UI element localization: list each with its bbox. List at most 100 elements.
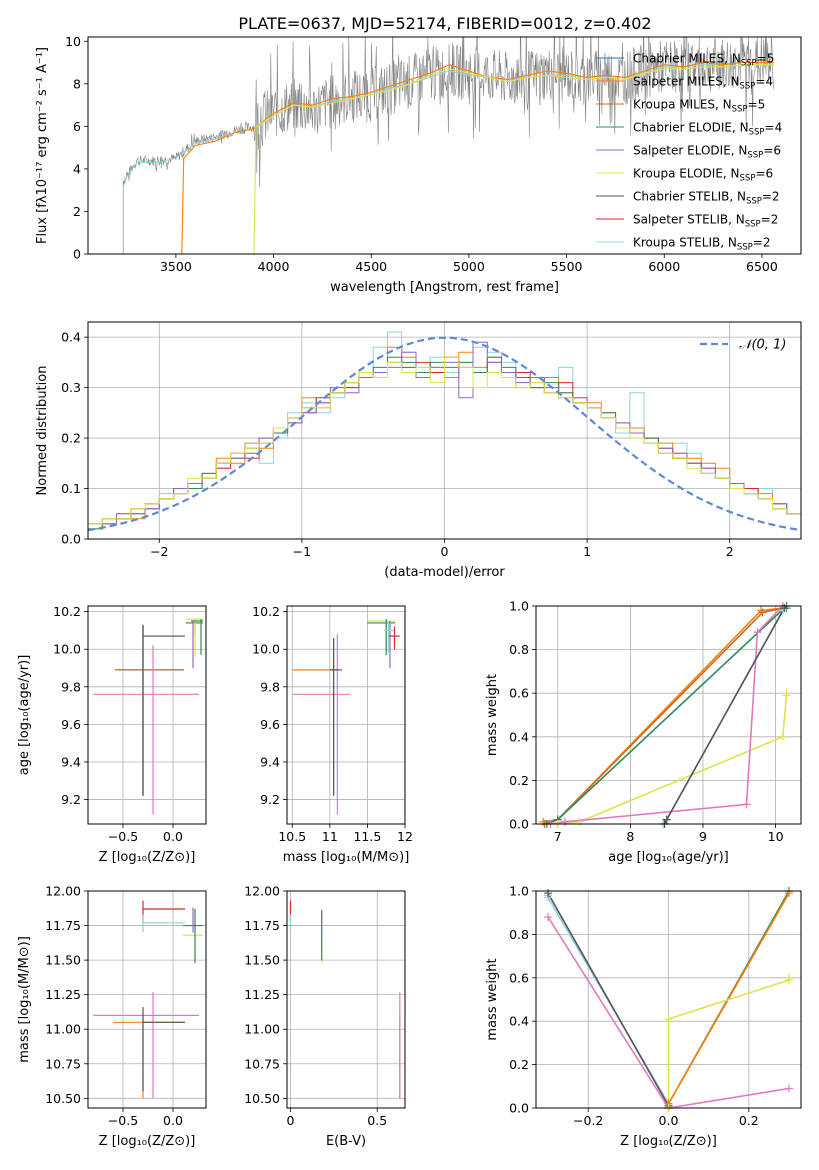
age_vs_mass-panel: 10.5 11 11.5 12 9.2 9.4 9.6 9.8 10.0 10.2 mass [lo… xyxy=(252,604,413,865)
mass_vs_ebv-ytick-label-6: 12.00 xyxy=(244,884,280,899)
spectrum-ytick-label-5: 10 xyxy=(65,34,81,49)
residuals-xtick-label-1: −1 xyxy=(293,544,311,559)
mass_vs_Z-xtick-label-1: 0.0 xyxy=(163,1113,183,1128)
residuals-ylabel: Normed distribution xyxy=(35,366,50,496)
legend-text-part: Kroupa MILES, N xyxy=(633,98,732,112)
mass_vs_Z-frame xyxy=(87,890,207,1109)
legend-text-part: Kroupa STELIB, N xyxy=(633,236,737,250)
mass_vs_ebv-xtick-label-1: 0.5 xyxy=(367,1113,387,1128)
weight_vs_Z-marker-2-0 xyxy=(544,913,553,922)
age_vs_mass-xtick-label-2: 11.5 xyxy=(353,829,381,844)
spectrum-legend-label-3: Chabrier ELODIE, NSSP=4 xyxy=(633,121,782,138)
weight_vs_Z-panel: −0.2 0.0 0.2 0.0 0.2 0.4 0.6 0.8 1.0 Z [log₁₀(Z/Z… xyxy=(485,884,802,1149)
weight_vs_age-marker-3-4 xyxy=(782,689,791,698)
spectrum-panel: 3500 4000 4500 5000 5500 6000 6500 0 2 4 6 8 10 wavel… xyxy=(35,34,802,295)
weight_vs_Z-xtick-label-2: 0.2 xyxy=(739,1113,759,1128)
mass_vs_ebv-frame xyxy=(286,890,406,1109)
weight_vs_age-ytick-label-0: 0.0 xyxy=(509,817,529,832)
mass_vs_Z-xlabel: Z [log₁₀(Z/Z⊙)] xyxy=(99,1134,196,1149)
spectrum-ytick-label-3: 6 xyxy=(73,119,81,134)
weight_vs_Z-series-1 xyxy=(547,892,670,1107)
spectrum-legend-label-8: Kroupa STELIB, NSSP=2 xyxy=(633,236,771,253)
weight_vs_age-ytick-label-5: 1.0 xyxy=(509,599,529,614)
spectrum-xtick-label-5: 6000 xyxy=(648,259,680,274)
mass_vs_Z-ytick-label-4: 11.50 xyxy=(45,953,81,968)
legend-text-part: SSP xyxy=(747,151,763,161)
spectrum-legend-label-7: Salpeter STELIB, NSSP=2 xyxy=(633,213,778,230)
legend-text-part: Chabrier MILES, N xyxy=(633,52,741,66)
age_vs_Z-ytick-label-4: 10.0 xyxy=(53,642,81,657)
age_vs_Z-xtick-label-0: −0.5 xyxy=(108,829,138,844)
weight_vs_age-ylabel: mass weight xyxy=(485,674,500,756)
residuals-ytick-label-1: 0.1 xyxy=(61,481,81,496)
mass_vs_Z-xtick-label-0: −0.5 xyxy=(108,1113,138,1128)
residuals-xtick-label-0: −2 xyxy=(150,544,168,559)
spectrum-frame xyxy=(87,36,802,255)
legend-text-part: SSP xyxy=(740,82,756,92)
mass_vs_ebv-panel: 0 0.5 10.50 10.75 11.00 11.25 11.50 11.75 12.00 E… xyxy=(244,884,406,1149)
legend-text-part: =2 xyxy=(762,190,780,204)
spectrum-plot-area xyxy=(122,37,774,254)
legend-text-part: SSP xyxy=(746,197,762,207)
mass_vs_Z-ylabel: mass [log₁₀(M/M⊙)] xyxy=(17,936,32,1063)
age_vs_mass-xlabel: mass [log₁₀(M/M⊙)] xyxy=(283,850,410,865)
legend-text-part: SSP xyxy=(745,220,761,230)
weight_vs_age-ytick-label-1: 0.2 xyxy=(509,773,529,788)
legend-text-part: SSP xyxy=(740,174,756,184)
mass_vs_ebv-ytick-label-2: 11.00 xyxy=(244,1022,280,1037)
legend-text-part: Kroupa ELODIE, N xyxy=(633,167,740,181)
age_vs_Z-ylabel: age [log₁₀(age/yr)] xyxy=(17,655,32,776)
legend-text-part: =6 xyxy=(763,144,781,158)
spectrum-xlabel: wavelength [Angstrom, rest frame] xyxy=(330,280,559,295)
legend-text-part: =4 xyxy=(755,75,773,89)
spectrum-xtick-label-6: 6500 xyxy=(746,259,778,274)
weight_vs_Z-xtick-label-1: 0.0 xyxy=(659,1113,679,1128)
residuals-xtick-label-2: 0 xyxy=(441,544,449,559)
age_vs_Z-frame xyxy=(87,605,207,825)
mass_vs_Z-ytick-label-6: 12.00 xyxy=(45,884,81,899)
spectrum-legend-label-1: Salpeter MILES, NSSP=4 xyxy=(633,75,773,92)
age_vs_mass-frame xyxy=(286,605,406,825)
age_vs_Z-ytick-label-1: 9.4 xyxy=(61,754,81,769)
weight_vs_Z-ytick-label-1: 0.2 xyxy=(509,1057,529,1072)
spectrum-ytick-label-4: 8 xyxy=(73,76,81,91)
age_vs_Z-plot-area xyxy=(93,618,203,815)
age_vs_mass-ytick-label-2: 9.6 xyxy=(260,717,280,732)
legend-text-part: =2 xyxy=(753,236,771,250)
spectrum-model-curve-0 xyxy=(122,61,774,183)
weight_vs_age-ytick-label-3: 0.6 xyxy=(509,686,529,701)
spectrum-legend-label-2: Kroupa MILES, NSSP=5 xyxy=(633,98,765,115)
age_vs_Z-ytick-label-2: 9.6 xyxy=(61,717,81,732)
age_vs_Z-panel: −0.5 0.0 9.2 9.4 9.6 9.8 10.0 10.2 Z [log₁₀(Z/Z⊙… xyxy=(17,604,207,865)
age_vs_mass-ytick-label-5: 10.2 xyxy=(252,604,280,619)
age_vs_mass-ytick-label-0: 9.2 xyxy=(260,792,280,807)
spectrum-xtick-label-0: 3500 xyxy=(160,259,192,274)
legend-text-part: =6 xyxy=(755,167,773,181)
weight_vs_age-ytick-label-2: 0.4 xyxy=(509,729,529,744)
spectrum-legend-label-6: Chabrier STELIB, NSSP=2 xyxy=(633,190,780,207)
residuals-xtick-label-3: 1 xyxy=(583,544,591,559)
mass_vs_ebv-ytick-label-1: 10.75 xyxy=(244,1056,280,1071)
weight_vs_age-xtick-label-3: 10 xyxy=(768,829,784,844)
spectrum-legend-label-5: Kroupa ELODIE, NSSP=6 xyxy=(633,167,773,184)
residuals-ytick-label-3: 0.3 xyxy=(61,380,81,395)
residuals-legend-label: 𝒩(0, 1) xyxy=(739,338,786,353)
residuals-plot-area xyxy=(88,331,801,539)
spectrum-ytick-label-0: 0 xyxy=(73,247,81,262)
spectrum-legend-label-0: Chabrier MILES, NSSP=5 xyxy=(633,52,774,69)
weight_vs_age-marker-4-3 xyxy=(753,628,762,637)
legend-text-part: Salpeter MILES, N xyxy=(633,75,740,89)
age_vs_mass-xtick-label-0: 10.5 xyxy=(278,829,306,844)
weight_vs_Z-ytick-label-5: 1.0 xyxy=(509,884,529,899)
legend-text-part: =4 xyxy=(765,121,783,135)
weight_vs_age-marker-1-2 xyxy=(758,608,767,617)
spectrum-model-curve-2 xyxy=(253,64,774,254)
age_vs_Z-xtick-label-1: 0.0 xyxy=(163,829,183,844)
weight_vs_age-marker-3-2 xyxy=(778,732,787,741)
age_vs_Z-ytick-label-3: 9.8 xyxy=(61,679,81,694)
legend-text-part: =2 xyxy=(761,213,779,227)
weight_vs_Z-ytick-label-0: 0.0 xyxy=(509,1101,529,1116)
residuals-histogram-5 xyxy=(88,356,801,539)
legend-text-part: SSP xyxy=(737,243,753,253)
